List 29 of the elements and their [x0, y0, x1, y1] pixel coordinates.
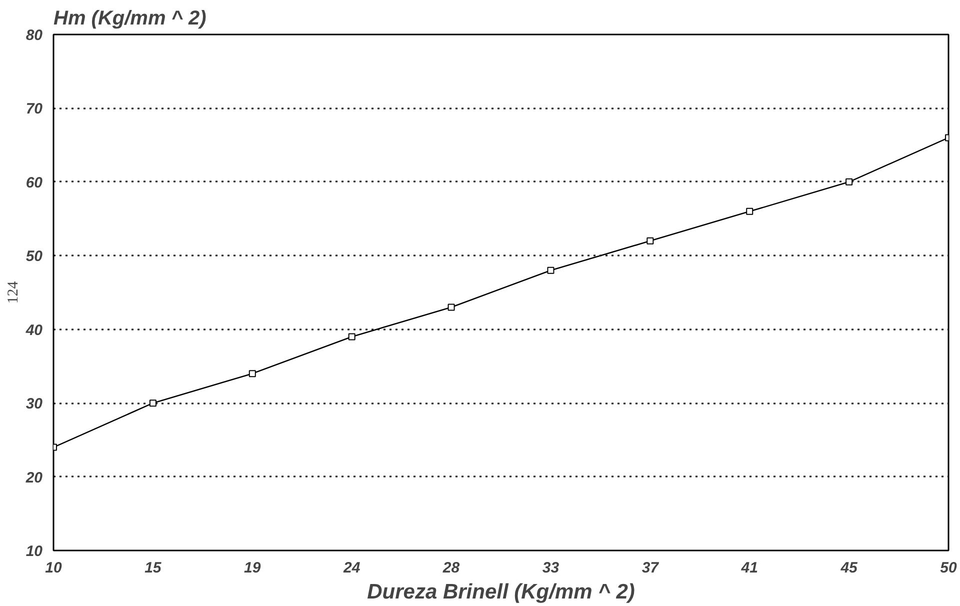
y-tick-label: 50 [26, 248, 44, 266]
x-tick-label: 33 [542, 560, 560, 576]
point [248, 370, 256, 378]
point [846, 178, 853, 186]
point [348, 333, 356, 340]
y-tick-label: 70 [26, 100, 44, 118]
y-tick-label: 80 [26, 27, 44, 44]
x-tick-label: 10 [45, 560, 62, 576]
text: 124 [6, 280, 22, 304]
x-tick-label: 50 [940, 560, 958, 576]
point [646, 237, 654, 244]
y-axis-title: Hm (Kg/mm ^ 2) [54, 8, 207, 30]
y-tick-label: 30 [26, 396, 44, 413]
x-tick-label: 28 [442, 560, 460, 576]
point [746, 208, 754, 215]
y-tick-label: 60 [26, 174, 44, 192]
point [448, 304, 455, 311]
y-tick-label: 20 [24, 469, 44, 486]
x-tick-label: 45 [840, 560, 858, 576]
x-tick-label: 15 [144, 560, 162, 576]
x-tick-label: 41 [740, 560, 758, 576]
x-axis-title: Dureza Brinell (Kg/mm ^ 2) [367, 580, 635, 604]
x-tick-label: 24 [342, 560, 361, 576]
point [547, 266, 554, 274]
x-tick-label: 37 [642, 560, 660, 576]
y-tick-label: 40 [24, 322, 44, 339]
x-tick-label: 19 [244, 560, 262, 576]
point [149, 400, 156, 407]
y-tick-label: 10 [26, 543, 44, 560]
